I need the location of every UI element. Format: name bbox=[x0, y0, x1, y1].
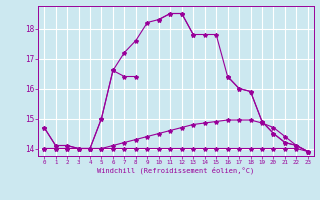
X-axis label: Windchill (Refroidissement éolien,°C): Windchill (Refroidissement éolien,°C) bbox=[97, 167, 255, 174]
